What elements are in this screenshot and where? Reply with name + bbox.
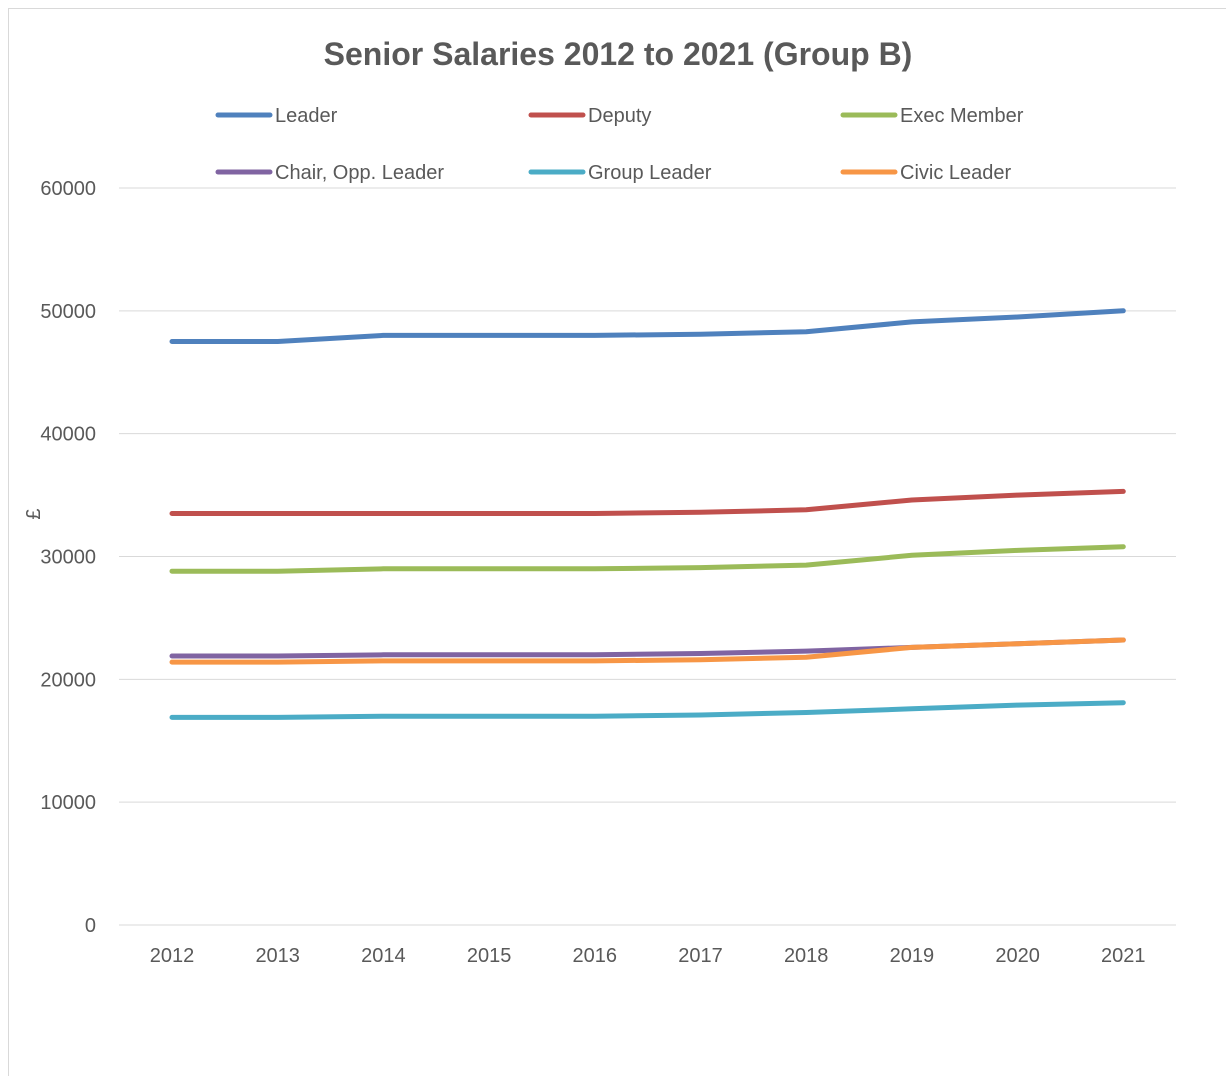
- x-tick-label: 2014: [361, 945, 406, 967]
- x-tick-label: 2017: [678, 945, 723, 967]
- chart-title: Senior Salaries 2012 to 2021 (Group B): [324, 36, 913, 72]
- legend: Leader Deputy Exec Member Chair, Opp. Leade…: [215, 105, 1024, 184]
- series-line-deputy: [169, 488, 1126, 516]
- x-tick-label: 2018: [784, 945, 829, 967]
- y-axis-ticks: 0 10000 20000 30000 40000 50000 60000: [40, 178, 96, 937]
- chart-frame: [8, 8, 1226, 1076]
- legend-item-civic-leader: Civic Leader: [840, 162, 1012, 184]
- series-line-group-leader: [169, 700, 1126, 720]
- legend-label: Chair, Opp. Leader: [275, 162, 444, 184]
- series-line-leader: [169, 308, 1126, 344]
- y-tick-label: 60000: [40, 178, 96, 200]
- y-tick-label: 10000: [40, 792, 96, 814]
- x-tick-label: 2019: [890, 945, 935, 967]
- y-tick-label: 0: [85, 915, 96, 937]
- legend-label: Deputy: [588, 105, 651, 127]
- series-lines: [169, 308, 1126, 720]
- legend-label: Exec Member: [900, 105, 1024, 127]
- y-tick-label: 50000: [40, 301, 96, 323]
- series-line-civic-leader: [169, 637, 1126, 665]
- y-axis-title: £: [23, 508, 45, 519]
- x-tick-label: 2013: [255, 945, 300, 967]
- y-tick-label: 40000: [40, 424, 96, 446]
- series-line-chair-opp-leader: [169, 637, 1126, 659]
- legend-label: Group Leader: [588, 162, 712, 184]
- x-tick-label: 2020: [995, 945, 1040, 967]
- series-line-exec-member: [169, 544, 1126, 574]
- legend-item-exec-member: Exec Member: [840, 105, 1024, 127]
- legend-label: Civic Leader: [900, 162, 1012, 184]
- y-tick-label: 20000: [40, 669, 96, 691]
- legend-item-group-leader: Group Leader: [528, 162, 712, 184]
- legend-item-chair-opp-leader: Chair, Opp. Leader: [215, 162, 444, 184]
- gridlines: [119, 187, 1176, 926]
- x-tick-label: 2012: [150, 945, 195, 967]
- x-tick-label: 2015: [467, 945, 512, 967]
- x-axis-ticks: 2012 2013 2014 2015 2016 2017 2018 2019 2020 2021: [150, 945, 1146, 967]
- y-tick-label: 30000: [40, 547, 96, 569]
- legend-label: Leader: [275, 105, 338, 127]
- legend-item-deputy: Deputy: [528, 105, 651, 127]
- x-tick-label: 2021: [1101, 945, 1146, 967]
- legend-item-leader: Leader: [215, 105, 338, 127]
- x-tick-label: 2016: [573, 945, 618, 967]
